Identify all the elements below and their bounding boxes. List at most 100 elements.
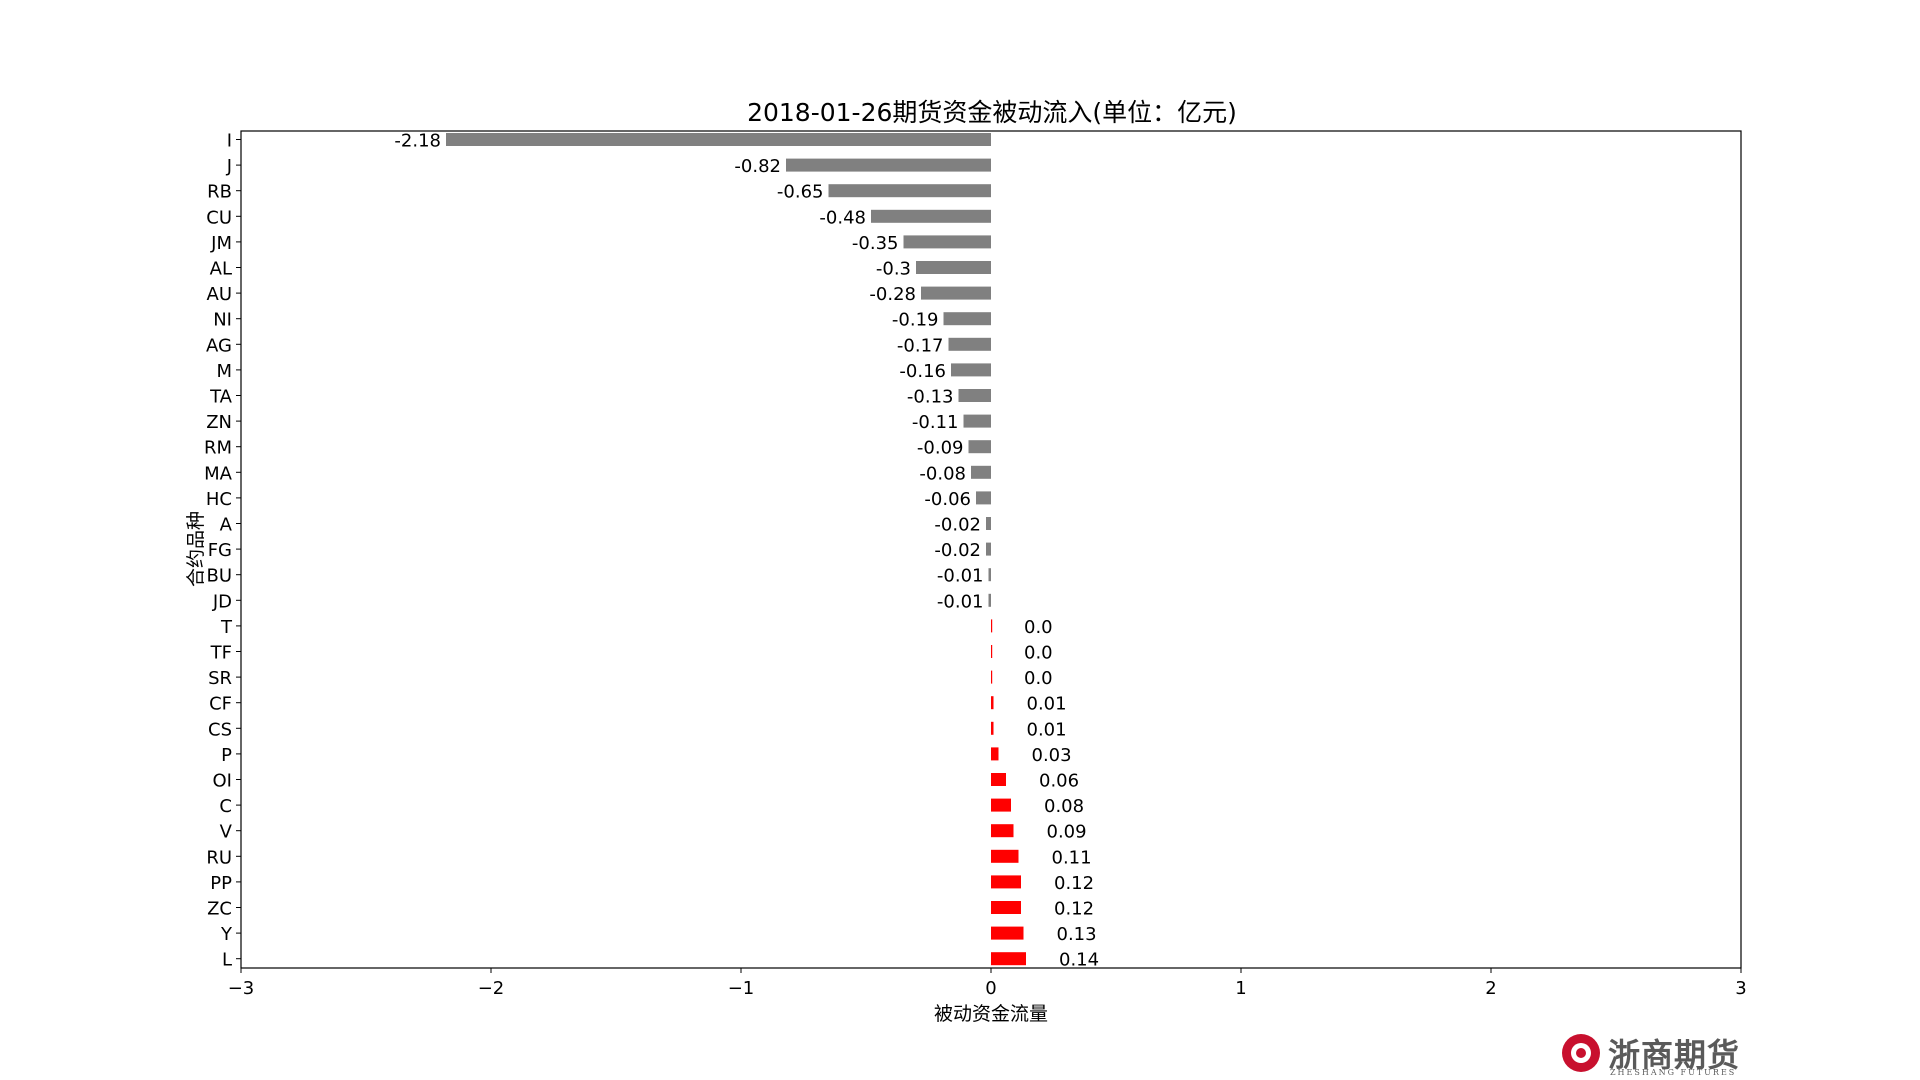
value-label-CS: 0.01 [1027, 719, 1067, 740]
y-tick-label-T: T [220, 617, 233, 638]
x-tick-label--2: −2 [478, 978, 505, 999]
value-label-AG: -0.17 [897, 335, 944, 356]
y-tick-label-M: M [216, 361, 232, 382]
x-tick-label-2: 2 [1485, 978, 1496, 999]
value-label-V: 0.09 [1047, 822, 1087, 843]
y-tick-label-A: A [220, 515, 233, 536]
bar-M [951, 363, 991, 377]
value-label-TA: -0.13 [907, 387, 954, 408]
bar-HC [976, 491, 991, 505]
y-tick-label-HC: HC [206, 489, 232, 510]
value-label-PP: 0.12 [1054, 873, 1094, 894]
bar-PP [991, 875, 1021, 889]
y-tick-label-P: P [221, 745, 232, 766]
value-label-MA: -0.08 [919, 463, 966, 484]
value-label-ZC: 0.12 [1054, 899, 1094, 920]
chart-title: 2018-01-26期货资金被动流入(单位：亿元) [747, 98, 1237, 127]
y-tick-label-I: I [227, 131, 232, 152]
y-tick-label-JM: JM [210, 233, 232, 254]
x-tick-label--3: −3 [228, 978, 255, 999]
y-tick-label-AU: AU [207, 284, 233, 305]
bar-JD [988, 593, 991, 607]
x-axis-label: 被动资金流量 [934, 1003, 1048, 1025]
bar-Y [991, 926, 1024, 940]
value-label-Y: 0.13 [1057, 924, 1097, 945]
bar-TA [958, 389, 991, 402]
y-tick-label-C: C [219, 796, 232, 817]
value-label-CU: -0.48 [819, 207, 866, 228]
value-label-NI: -0.19 [892, 310, 939, 331]
y-tick-label-CU: CU [206, 207, 232, 228]
y-tick-label-TA: TA [209, 387, 233, 408]
value-labels-layer: -2.18 -0.82 -0.65 -0.48 -0.35 -0.3 -0.28 -0.19 -… [394, 131, 1099, 971]
x-tick-label--1: −1 [728, 978, 755, 999]
value-label-BU: -0.01 [937, 566, 984, 587]
value-label-JM: -0.35 [852, 233, 899, 254]
value-label-M: -0.16 [899, 361, 946, 382]
y-tick-label-MA: MA [204, 463, 233, 484]
value-label-ZN: -0.11 [912, 412, 959, 433]
y-tick-label-TF: TF [210, 643, 232, 664]
bar-CU [871, 209, 991, 223]
bar-AG [948, 337, 991, 351]
bar-L [991, 952, 1026, 966]
value-label-L: 0.14 [1059, 950, 1099, 971]
y-tick-label-ZN: ZN [206, 412, 232, 433]
y-tick-label-BU: BU [206, 566, 232, 587]
y-tick-label-L: L [222, 950, 232, 971]
y-tick-label-NI: NI [213, 310, 232, 331]
bar-P [991, 747, 999, 761]
y-tick-label-CF: CF [209, 694, 232, 715]
bar-CF [991, 696, 994, 710]
value-label-OI: 0.06 [1039, 771, 1079, 792]
y-axis-label: 合约品种 [185, 511, 207, 587]
bar-OI [991, 773, 1006, 786]
logo-text: 浙商期货 [1608, 1036, 1741, 1074]
y-tick-label-PP: PP [210, 873, 232, 894]
value-label-T: 0.0 [1024, 617, 1053, 638]
bar-AL [916, 261, 991, 274]
bar-MA [971, 465, 991, 479]
y-tick-label-RB: RB [207, 182, 232, 203]
value-label-CF: 0.01 [1027, 694, 1067, 715]
y-axis-categories: IJ RB CU JM AL AU NI AG M TA ZN RM MA HC A FG BU JD T TF SR C… [204, 131, 241, 971]
x-axis-ticks: −3 −2 −1 0 1 2 3 [228, 968, 1747, 999]
value-label-RM: -0.09 [917, 438, 964, 459]
y-tick-label-FG: FG [208, 540, 232, 561]
bar-J [786, 158, 991, 172]
y-tick-label-J: J [226, 156, 232, 177]
company-logo: 浙商期货 ZHESHANG FUTURES [1560, 1030, 1750, 1078]
bar-AU [921, 286, 991, 300]
bar-CS [991, 721, 994, 735]
bar-ZN [963, 414, 991, 428]
bars-layer [446, 133, 1026, 966]
value-label-RU: 0.11 [1052, 847, 1092, 868]
bar-FG [986, 542, 991, 556]
y-tick-label-Y: Y [220, 924, 233, 945]
bar-RU [991, 849, 1019, 863]
y-tick-label-AL: AL [210, 259, 232, 280]
value-label-I: -2.18 [394, 131, 441, 152]
y-tick-label-ZC: ZC [207, 899, 232, 920]
value-label-AL: -0.3 [876, 259, 911, 280]
y-tick-label-JD: JD [212, 591, 232, 612]
bar-V [991, 824, 1014, 838]
logo-subtext: ZHESHANG FUTURES [1610, 1068, 1737, 1077]
y-tick-label-CS: CS [208, 719, 232, 740]
value-label-HC: -0.06 [924, 489, 971, 510]
value-label-J: -0.82 [734, 156, 781, 177]
value-label-RB: -0.65 [777, 182, 824, 203]
bar-RB [828, 184, 991, 198]
bar-C [991, 798, 1011, 812]
bar-SR [991, 670, 993, 684]
y-tick-label-AG: AG [206, 335, 232, 356]
y-tick-label-RM: RM [204, 438, 232, 459]
value-label-FG: -0.02 [934, 540, 981, 561]
bar-T [991, 619, 993, 633]
value-label-C: 0.08 [1044, 796, 1084, 817]
y-tick-label-V: V [220, 822, 233, 843]
bar-A [986, 517, 991, 530]
value-label-SR: 0.0 [1024, 668, 1053, 689]
bar-JM [903, 235, 991, 249]
